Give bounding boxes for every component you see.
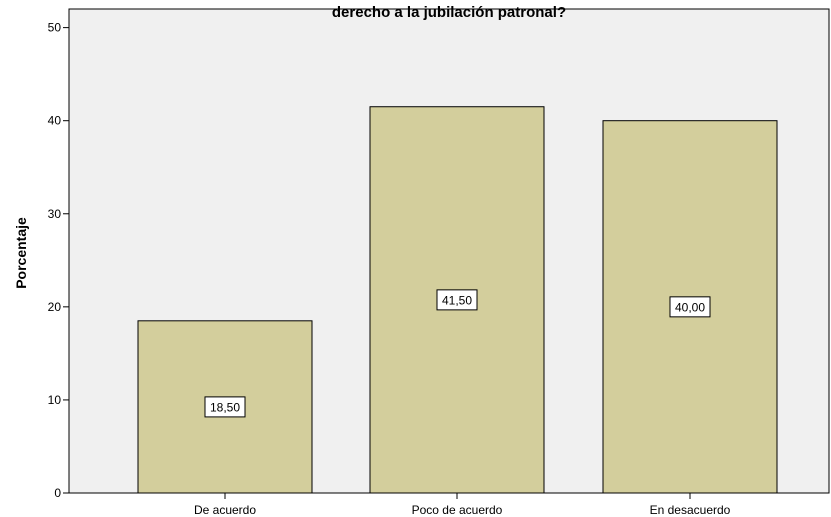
chart-title: derecho a la jubilación patronal? [332,4,566,21]
y-tick-label: 20 [48,300,62,314]
data-labels: 18,50 41,50 40,00 [204,289,711,418]
data-label: 41,50 [442,293,472,307]
x-axis-categories: De acuerdo Poco de acuerdo En desacuerdo [194,493,731,517]
y-tick-label: 40 [48,114,62,128]
x-category-label: Poco de acuerdo [412,503,503,517]
data-label-box [204,396,246,418]
data-label: 18,50 [210,400,240,414]
data-label-box [436,289,478,311]
y-axis-label: Porcentaje [13,217,29,289]
data-label: 40,00 [675,300,705,314]
x-category-label: De acuerdo [194,503,256,517]
x-category-label: En desacuerdo [650,503,731,517]
y-tick-label: 30 [48,207,62,221]
y-tick-label: 50 [48,21,62,35]
y-tick-label: 10 [48,393,62,407]
y-tick-label: 0 [54,486,61,500]
y-axis-ticks: 0 10 20 30 40 50 [48,21,69,500]
bars [137,106,778,494]
data-label-box [669,296,711,318]
